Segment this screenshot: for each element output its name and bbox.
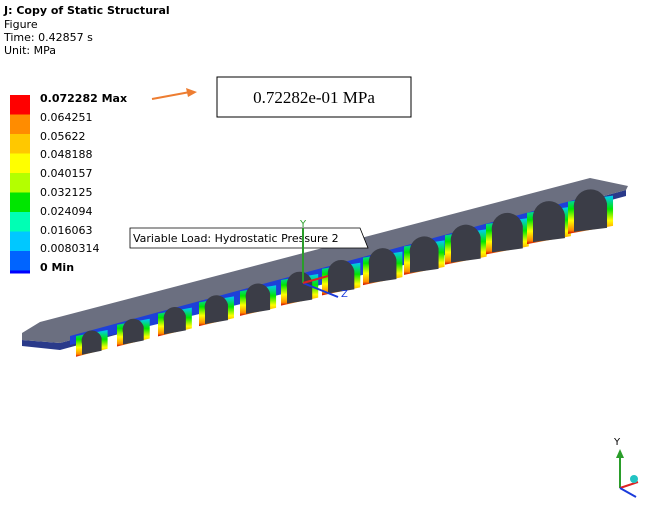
legend-label: 0.040157: [40, 167, 93, 180]
corner-triad-x: [620, 482, 638, 488]
viewport: J: Copy of Static Structural Figure Time…: [0, 0, 645, 509]
arch-opening: [451, 225, 481, 263]
legend-label: 0.032125: [40, 186, 93, 199]
legend-swatch: [10, 212, 30, 232]
legend-label: 0.0080314: [40, 242, 100, 255]
legend-label: 0.048188: [40, 148, 93, 161]
arch-opening: [410, 236, 439, 272]
legend-swatch: [10, 232, 30, 252]
arch-opening: [369, 248, 397, 283]
deck-top: [22, 178, 628, 343]
triad-z-label: Z: [341, 289, 348, 300]
legend-swatch: [10, 271, 30, 274]
bridge-model: [22, 178, 628, 350]
triad-y-label: Y: [299, 219, 307, 230]
legend-label: 0.016063: [40, 224, 93, 237]
arch-opening: [287, 272, 313, 304]
legend-bar: [10, 95, 30, 274]
arch-opening: [205, 295, 228, 324]
legend-label: 0.072282 Max: [40, 92, 127, 105]
corner-triad-origin: [630, 475, 638, 483]
legend-swatch: [10, 134, 30, 154]
legend-label: 0.064251: [40, 111, 93, 124]
legend-label: 0.05622: [40, 130, 86, 143]
legend-swatch: [10, 95, 30, 115]
probe-label: Variable Load: Hydrostatic Pressure 2: [133, 232, 339, 245]
arch-opening: [82, 330, 102, 354]
legend-swatch: [10, 173, 30, 193]
arch-opening: [123, 319, 144, 345]
legend-swatch: [10, 115, 30, 135]
legend-swatch: [10, 251, 30, 271]
callout-arrow: [152, 92, 190, 99]
arch-opening: [533, 201, 565, 242]
arch-opening: [164, 307, 186, 334]
corner-triad-y-head: [616, 449, 624, 458]
arch-opening: [492, 213, 523, 253]
corner-triad-z: [620, 488, 636, 497]
arch-opening: [574, 189, 607, 232]
arch-opening: [246, 283, 270, 313]
legend-swatch: [10, 154, 30, 174]
legend-swatch: [10, 193, 30, 213]
corner-triad-y-label: Y: [613, 437, 621, 448]
arches: [76, 189, 613, 356]
callout-arrowhead: [186, 88, 197, 97]
callout-text: 0.72282e-01 MPa: [253, 88, 375, 107]
legend-label: 0 Min: [40, 261, 74, 274]
legend-label: 0.024094: [40, 205, 93, 218]
